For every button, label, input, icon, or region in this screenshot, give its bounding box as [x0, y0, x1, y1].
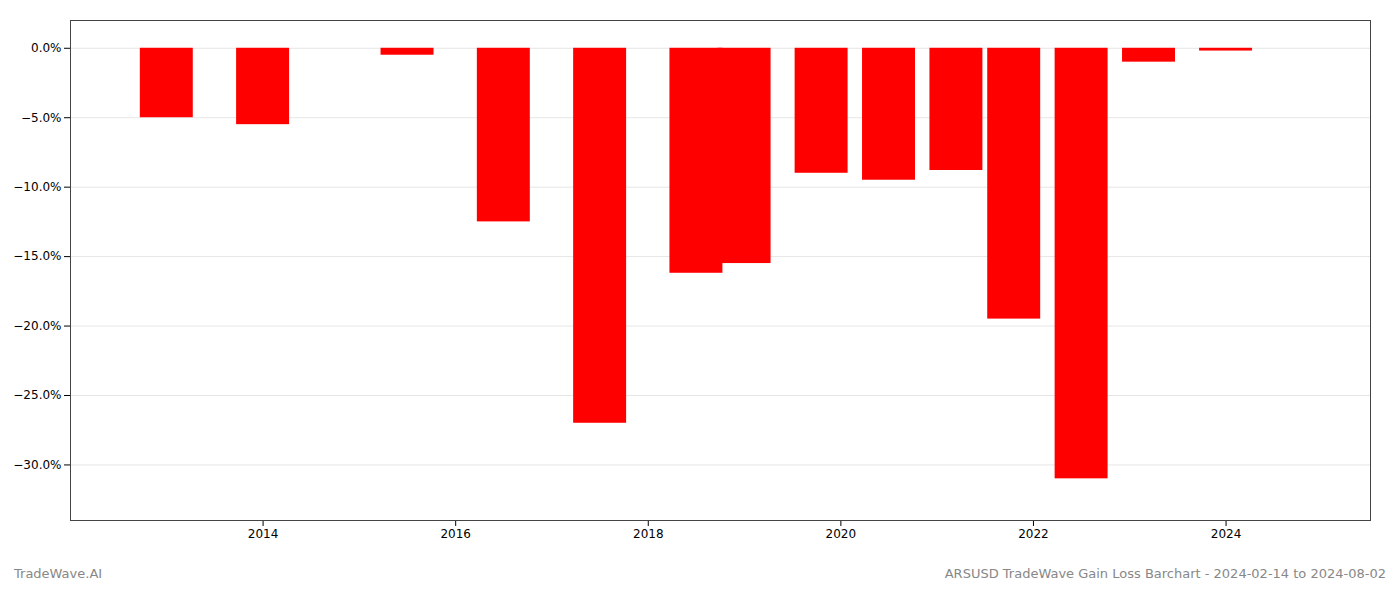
svg-text:0.0%: 0.0% — [31, 41, 62, 55]
svg-text:2020: 2020 — [826, 527, 857, 541]
svg-text:−15.0%: −15.0% — [13, 249, 61, 263]
svg-text:2022: 2022 — [1018, 527, 1049, 541]
svg-text:−25.0%: −25.0% — [13, 388, 61, 402]
svg-text:−10.0%: −10.0% — [13, 180, 61, 194]
svg-text:2014: 2014 — [248, 527, 279, 541]
html-text:ARSUSD TradeWave Gain Loss Bar: ARSUSD TradeWave Gain Loss Barchart - 20… — [944, 566, 1386, 581]
svg-text:−5.0%: −5.0% — [21, 111, 62, 125]
html-text:TradeWave.AI: TradeWave.AI — [14, 566, 103, 581]
svg-text:2024: 2024 — [1211, 527, 1242, 541]
svg-text:−20.0%: −20.0% — [13, 319, 61, 333]
svg-text:−30.0%: −30.0% — [13, 458, 61, 472]
svg-text:2018: 2018 — [633, 527, 664, 541]
svg-text:2016: 2016 — [440, 527, 471, 541]
